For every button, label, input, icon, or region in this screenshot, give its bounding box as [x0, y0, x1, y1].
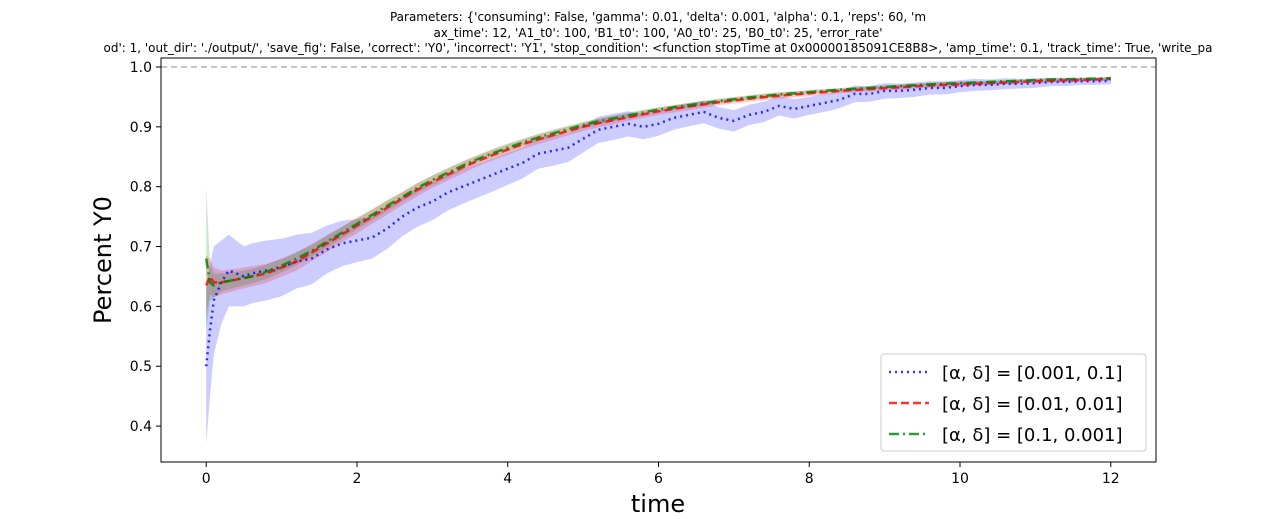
line-series-3 — [204, 77, 1111, 287]
y-axis: 0.4 0.5 0.6 0.7 0.8 0.9 1.0 — [130, 60, 161, 435]
x-axis-label: time — [631, 490, 685, 518]
chart-title-line-3: od': 1, 'out_dir': './output/', 'save_fi… — [104, 41, 1213, 55]
legend-label-series-1: [α, δ] = [0.001, 0.1] — [942, 363, 1123, 384]
legend-label-series-3: [α, δ] = [0.1, 0.001] — [942, 425, 1123, 446]
x-tick-label: 2 — [353, 471, 362, 487]
y-tick-label: 0.8 — [130, 180, 152, 196]
confidence-band-series-3 — [206, 77, 1111, 331]
x-tick-label: 12 — [1102, 471, 1120, 487]
x-tick-label: 0 — [202, 471, 211, 487]
y-axis-label: Percent Y0 — [89, 196, 117, 324]
chart-title-line-2: ax_time': 12, 'A1_t0': 100, 'B1_t0': 100… — [433, 26, 882, 40]
legend-box — [880, 353, 1147, 452]
y-tick-label: 0.5 — [130, 359, 152, 375]
x-axis: 0 2 4 6 8 10 12 — [202, 462, 1120, 487]
x-tick-label: 6 — [654, 471, 663, 487]
y-tick-label: 0.4 — [130, 419, 152, 435]
y-tick-label: 0.9 — [130, 120, 152, 136]
y-tick-label: 1.0 — [130, 60, 152, 76]
x-tick-label: 8 — [805, 471, 814, 487]
y-tick-label: 0.7 — [130, 240, 152, 256]
legend: [α, δ] = [0.001, 0.1] [α, δ] = [0.01, 0.… — [880, 353, 1147, 452]
x-tick-label: 4 — [503, 471, 512, 487]
chart-title-line-1: Parameters: {'consuming': False, 'gamma'… — [390, 10, 926, 24]
x-tick-label: 10 — [951, 471, 969, 487]
y-tick-label: 0.6 — [130, 299, 152, 315]
plot-area — [161, 66, 1156, 444]
line-series-1 — [204, 79, 1111, 367]
legend-label-series-2: [α, δ] = [0.01, 0.01] — [942, 394, 1123, 415]
